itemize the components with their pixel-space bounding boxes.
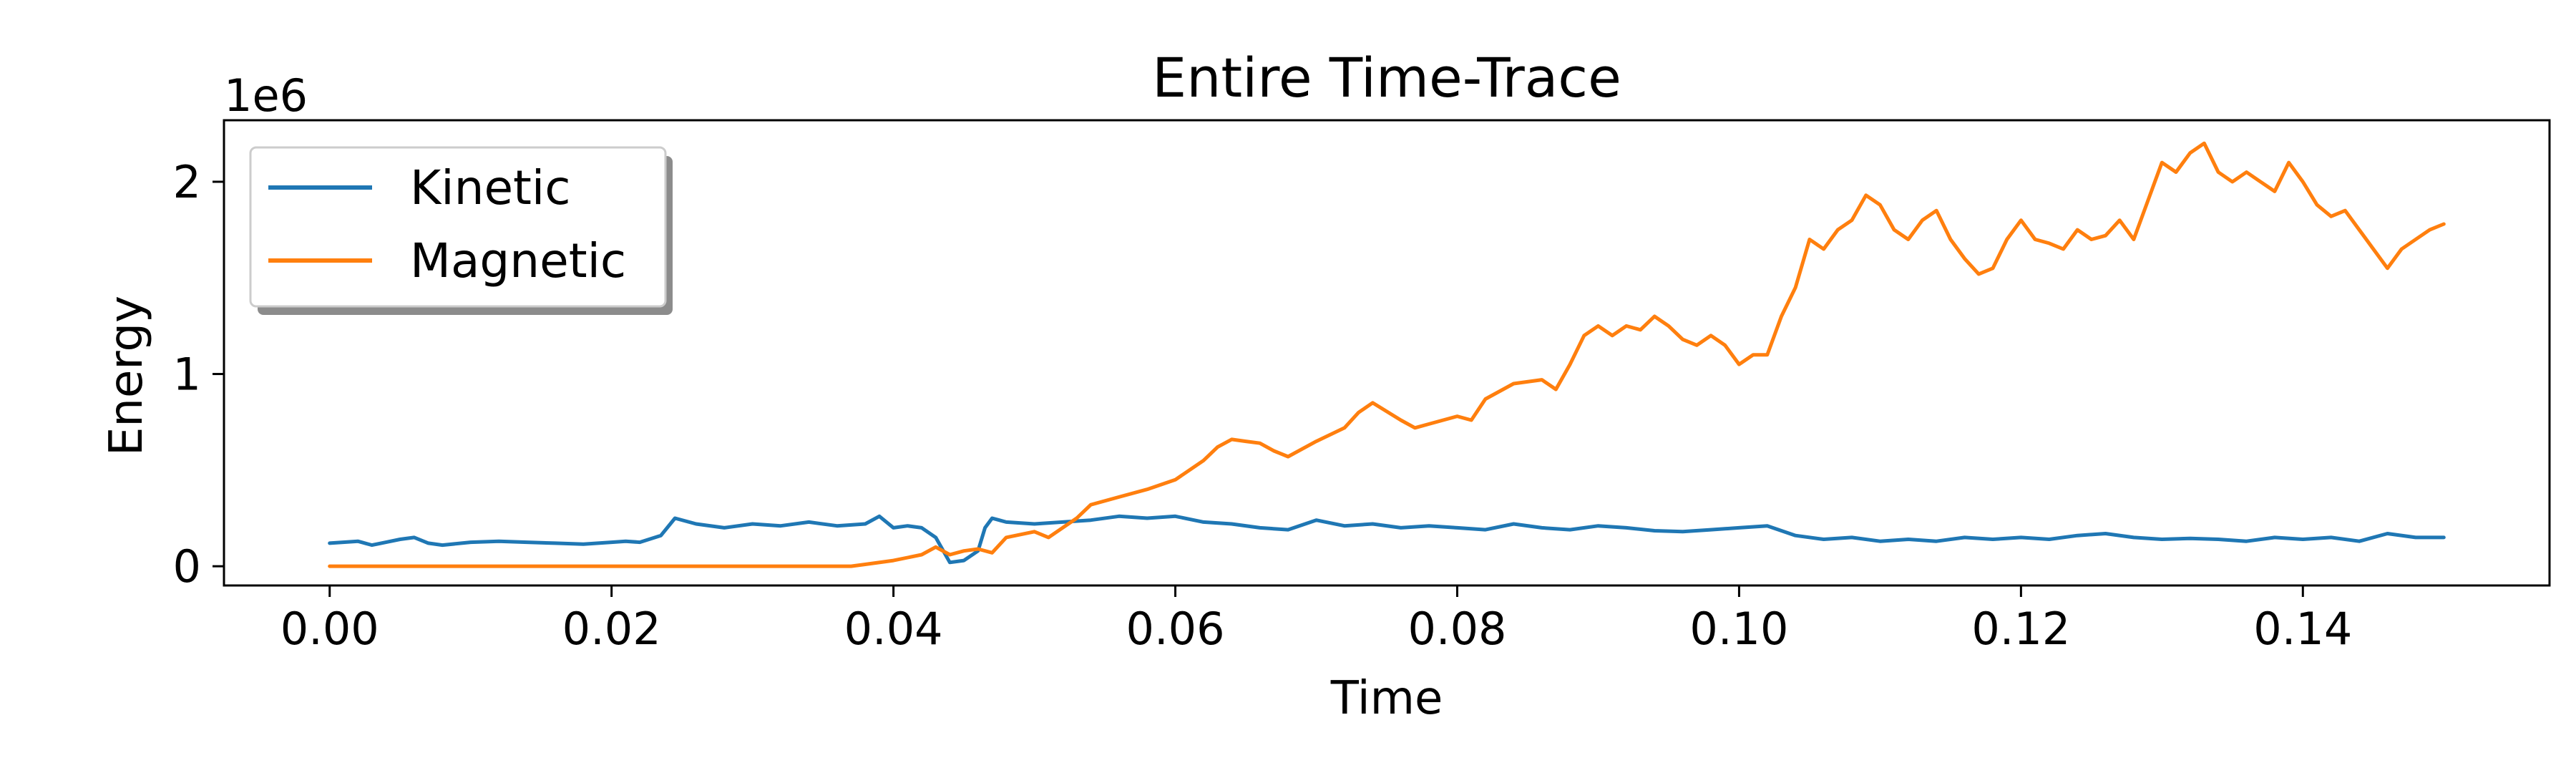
- y-tick-label: 2: [173, 156, 201, 208]
- y-axis-label: Energy: [100, 296, 153, 456]
- legend-label-magnetic: Magnetic: [410, 233, 626, 288]
- x-tick-label: 0.04: [844, 603, 943, 655]
- series-line-kinetic: [328, 514, 2446, 565]
- x-tick-label: 0.14: [2253, 603, 2352, 655]
- series-line-magnetic: [328, 141, 2446, 568]
- x-tick-label: 0.10: [1689, 603, 1788, 655]
- x-tick-label: 0.02: [562, 603, 661, 655]
- x-tick-label: 0.00: [280, 603, 379, 655]
- x-tick-label: 0.06: [1126, 603, 1225, 655]
- x-axis-label: Time: [1330, 672, 1443, 725]
- plot-frame: [223, 119, 2551, 587]
- chart-title: Entire Time-Trace: [1152, 46, 1621, 110]
- y-tick-label: 0: [173, 540, 201, 593]
- x-axis-ticks: 0.00 0.02 0.04 0.06 0.08 0.10 0.12 0.14: [280, 585, 2352, 655]
- y-axis-ticks: 0 1 2: [173, 156, 224, 593]
- x-tick-label: 0.12: [1971, 603, 2070, 655]
- legend-label-kinetic: Kinetic: [410, 160, 571, 215]
- x-tick-label: 0.08: [1407, 603, 1506, 655]
- y-axis-offset-label: 1e6: [224, 69, 308, 122]
- plot-area: 0.00 0.02 0.04 0.06 0.08 0.10 0.12 0.14 0 1 2: [173, 119, 2551, 655]
- series-layer: [328, 141, 2446, 568]
- y-tick-label: 1: [173, 349, 201, 401]
- legend: Kinetic Magnetic: [249, 146, 673, 315]
